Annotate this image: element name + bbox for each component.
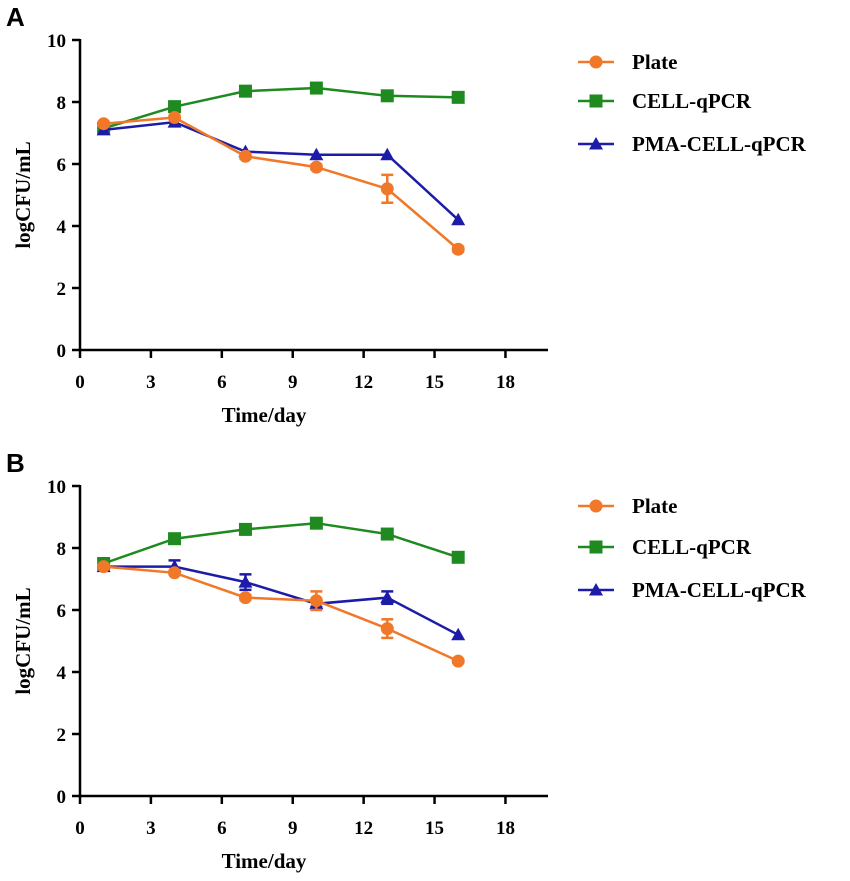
legend-item-pma-cell-qpcr: PMA-CELL-qPCR <box>578 132 807 156</box>
y-tick-label: 2 <box>57 279 67 300</box>
x-tick-label: 12 <box>354 372 373 393</box>
y-tick-label: 4 <box>57 663 67 684</box>
series-line-cell-qpcr <box>103 521 459 565</box>
data-point <box>451 242 465 256</box>
series-plate <box>97 111 465 256</box>
legend-label: CELL-qPCR <box>632 89 752 113</box>
data-point <box>451 550 465 564</box>
x-tick-label: 3 <box>146 372 156 393</box>
data-point <box>451 627 466 641</box>
data-point <box>309 160 323 174</box>
series-cell-qpcr <box>97 81 465 135</box>
y-tick-label: 0 <box>57 341 67 362</box>
data-point <box>97 560 111 574</box>
y-tick-label: 2 <box>57 725 67 746</box>
panel-label: A <box>6 2 25 32</box>
legend-marker <box>589 583 603 596</box>
x-tick-label: 0 <box>75 372 85 393</box>
legend: Plate CELL-qPCR PMA-CELL-qPCR <box>578 50 807 156</box>
legend-item-plate: Plate <box>578 50 677 74</box>
x-tick-label: 15 <box>425 372 444 393</box>
legend-item-cell-qpcr: CELL-qPCR <box>578 89 752 113</box>
legend-marker <box>589 137 603 150</box>
y-axis-title: logCFU/mL <box>11 141 35 248</box>
panel-a: A 0 2 4 6 8 10 0 3 6 9 12 15 18 Time/day logCFU/mL Plate… <box>6 2 807 427</box>
data-point <box>168 566 182 580</box>
data-point <box>309 516 323 530</box>
series-line-pma-cell-qpcr <box>103 565 459 636</box>
y-tick-label: 0 <box>57 787 67 808</box>
x-tick-label: 0 <box>75 818 85 839</box>
data-point <box>309 147 324 161</box>
data-point <box>451 212 466 226</box>
x-tick-label: 3 <box>146 818 156 839</box>
x-tick-label: 18 <box>496 372 515 393</box>
data-point <box>309 81 323 95</box>
x-tick-label: 12 <box>354 818 373 839</box>
legend-label: PMA-CELL-qPCR <box>632 132 807 156</box>
panel-b: B 0 2 4 6 8 10 0 3 6 9 12 15 18 Time/day logCFU/mL Plate… <box>6 448 807 873</box>
data-point <box>97 117 111 131</box>
series-pma-cell-qpcr <box>96 559 466 641</box>
x-tick-label: 6 <box>217 818 227 839</box>
legend-label: Plate <box>632 50 677 74</box>
y-tick-label: 6 <box>57 601 67 622</box>
data-point <box>380 527 394 541</box>
x-axis-title: Time/day <box>222 849 307 873</box>
x-tick-label: 15 <box>425 818 444 839</box>
legend-marker <box>589 94 603 108</box>
panel-label: B <box>6 448 25 478</box>
legend-item-pma-cell-qpcr: PMA-CELL-qPCR <box>578 578 807 602</box>
data-point <box>380 590 395 604</box>
y-axis-title: logCFU/mL <box>11 587 35 694</box>
data-point <box>451 654 465 668</box>
legend-item-plate: Plate <box>578 494 677 518</box>
series-cell-qpcr <box>97 516 465 570</box>
data-point <box>380 89 394 103</box>
data-point <box>238 522 252 536</box>
data-point <box>238 84 252 98</box>
data-point <box>168 100 182 114</box>
x-tick-label: 9 <box>288 372 298 393</box>
series-line-plate <box>103 116 459 251</box>
legend-marker <box>589 499 603 513</box>
y-tick-label: 6 <box>57 155 67 176</box>
y-tick-label: 8 <box>57 93 67 114</box>
legend-marker <box>589 55 603 69</box>
y-tick-label: 8 <box>57 539 67 560</box>
legend-label: CELL-qPCR <box>632 535 752 559</box>
data-point <box>238 591 252 605</box>
legend-marker <box>589 540 603 554</box>
data-point <box>238 575 253 588</box>
series-line-cell-qpcr <box>103 86 459 130</box>
data-point <box>451 90 465 104</box>
y-tick-label: 10 <box>47 477 66 498</box>
legend-label: PMA-CELL-qPCR <box>632 578 807 602</box>
x-tick-label: 9 <box>288 818 298 839</box>
y-tick-label: 10 <box>47 31 66 52</box>
series-line-pma-cell-qpcr <box>103 120 460 221</box>
data-point <box>309 594 323 608</box>
x-axis-title: Time/day <box>222 403 307 427</box>
legend-label: Plate <box>632 494 677 518</box>
series-plate <box>97 560 465 668</box>
legend: Plate CELL-qPCR PMA-CELL-qPCR <box>578 494 807 602</box>
series-line-plate <box>103 565 459 663</box>
data-point <box>380 182 394 196</box>
legend-item-cell-qpcr: CELL-qPCR <box>578 535 752 559</box>
x-tick-label: 6 <box>217 372 227 393</box>
x-tick-label: 18 <box>496 818 515 839</box>
data-point <box>380 622 394 636</box>
data-point <box>168 111 182 124</box>
data-point <box>168 532 182 546</box>
data-point <box>380 147 395 161</box>
y-tick-label: 4 <box>57 217 67 238</box>
data-point <box>238 149 252 163</box>
